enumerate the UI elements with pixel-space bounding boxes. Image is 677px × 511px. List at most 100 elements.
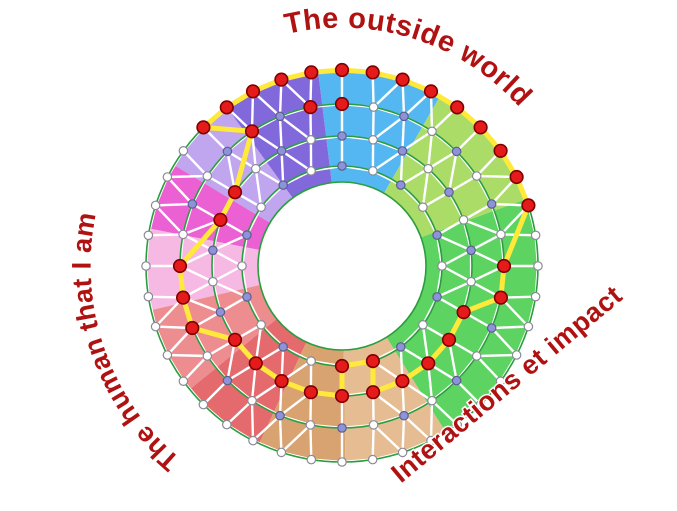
white-node [397,447,408,458]
red-node [366,385,381,400]
purple-node [399,111,409,122]
purple-node [337,131,347,141]
purple-node [399,410,409,421]
white-node [306,135,316,145]
white-node [178,376,189,386]
red-node [248,356,263,371]
red-node [473,120,488,135]
red-node [176,290,191,305]
wheel-sector-salmon-light [151,284,277,390]
white-node [248,435,258,446]
purple-node [337,423,347,433]
purple-node [222,375,233,386]
purple-node [432,292,442,302]
purple-node [395,180,406,190]
white-node [198,399,209,410]
white-node [162,350,173,360]
red-node [303,99,318,115]
purple-node [337,161,347,171]
red-node [185,320,200,336]
purple-node [242,230,252,240]
red-node [365,65,380,80]
white-node [178,146,189,156]
white-node [368,135,378,145]
red-node [395,72,410,87]
white-node [141,261,151,271]
white-node [306,454,317,465]
white-node [143,291,154,302]
red-node [213,212,228,227]
red-node [441,332,457,347]
white-node [256,202,266,212]
white-node [427,126,437,137]
red-node [334,96,350,112]
red-node [227,332,243,347]
white-node [237,261,247,271]
white-node [256,319,266,330]
white-node [305,420,316,430]
red-node [423,84,439,99]
red-node [196,120,211,135]
white-node [496,229,506,240]
purple-node [276,146,287,156]
red-node [274,72,289,87]
white-node [495,376,506,386]
white-node [143,230,154,241]
white-node [418,319,428,330]
white-node [533,261,543,271]
white-node [150,321,161,332]
purple-node [397,146,408,156]
red-node [334,388,350,404]
red-node [450,100,465,115]
white-node [202,171,213,181]
wheel-sector-magenta [149,165,270,250]
white-node [208,276,218,287]
purple-node [187,199,198,209]
white-node [426,435,436,446]
purple-node [451,146,462,157]
white-node [368,166,378,176]
white-node [162,172,173,182]
white-node [423,163,433,174]
white-node [452,419,462,430]
white-node [251,163,261,174]
red-node [303,385,319,400]
white-node [222,419,232,430]
white-node [306,166,316,176]
purple-node [242,292,252,302]
red-node [334,358,350,374]
white-node [202,351,213,361]
white-node [466,276,476,287]
white-node [437,261,447,271]
purple-node [278,180,288,190]
ring-circle [257,181,427,351]
white-node [367,454,378,465]
red-node [421,356,436,371]
purple-node [275,111,285,122]
red-node [172,258,188,274]
white-node [368,420,379,430]
purple-node [486,199,497,209]
purple-node [222,146,233,157]
red-node [244,124,260,139]
white-node [247,395,257,406]
white-node [458,215,469,225]
white-node [471,171,482,181]
purple-node [208,245,218,256]
red-node [395,374,410,389]
red-node [493,290,509,305]
wheel-sector-cyan [318,70,440,194]
red-node [456,305,471,320]
purple-node [444,187,454,197]
white-node [337,457,347,467]
white-node [530,291,541,302]
white-node [427,395,437,406]
white-node [150,200,161,211]
red-node [365,354,381,369]
white-node [471,351,482,361]
purple-node [215,307,226,317]
red-node [245,84,261,99]
purple-node [451,375,462,386]
